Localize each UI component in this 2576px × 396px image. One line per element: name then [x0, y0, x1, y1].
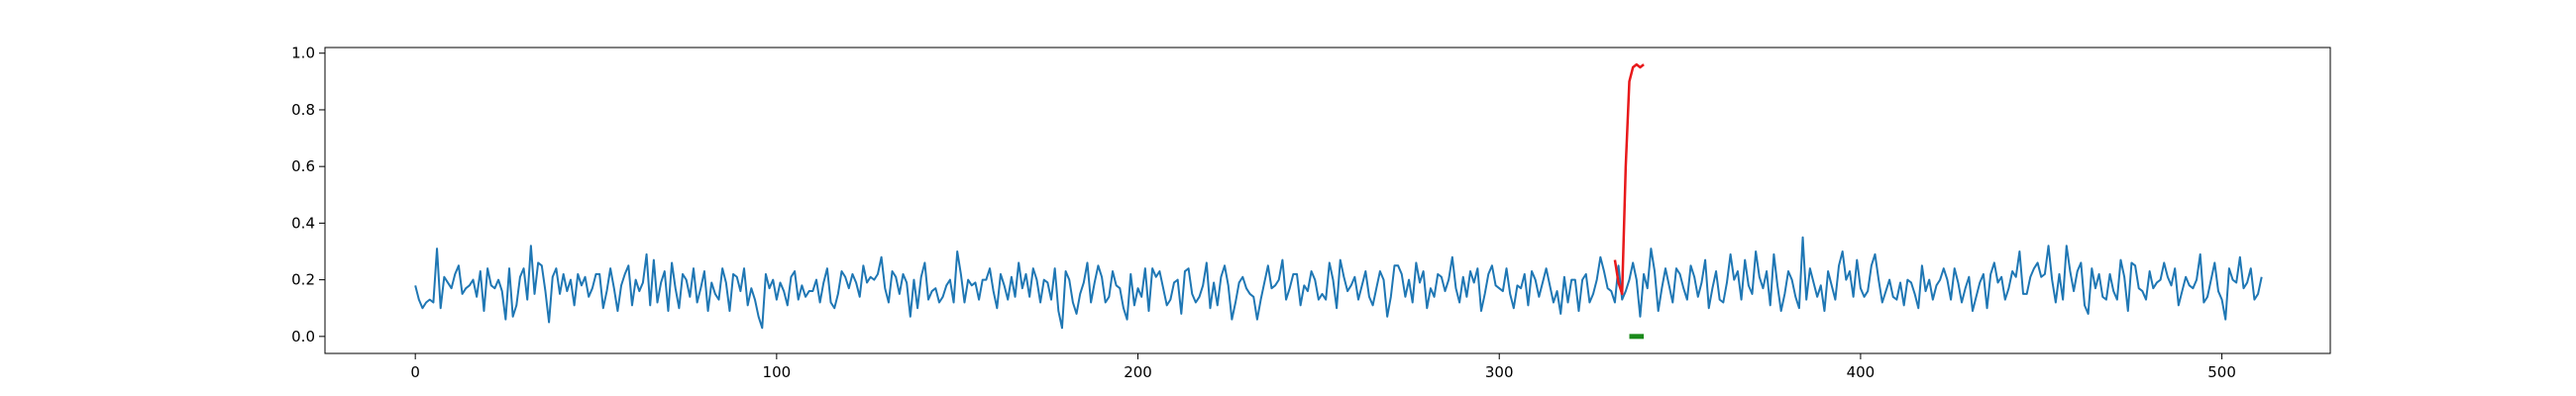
y-tick-label: 0.6 [291, 157, 315, 175]
series-line-0 [414, 236, 2263, 330]
x-tick-label: 400 [1847, 363, 1876, 381]
x-tick-label: 0 [410, 363, 420, 381]
y-axis: 0.0 0.2 0.4 0.6 0.8 1.0 [291, 45, 325, 346]
y-tick-label: 1.0 [291, 45, 315, 62]
x-axis: 0 100 200 300 400 500 [410, 353, 2236, 381]
x-tick-label: 100 [763, 363, 792, 381]
x-tick-label: 200 [1124, 363, 1152, 381]
axes-frame [324, 47, 2331, 354]
y-tick-label: 0.4 [291, 214, 315, 232]
y-tick-label: 0.0 [291, 328, 315, 346]
y-tick-label: 0.2 [291, 271, 315, 289]
x-tick-label: 300 [1485, 363, 1514, 381]
y-tick-label: 0.8 [291, 101, 315, 119]
plot-area [414, 62, 2263, 340]
x-tick-label: 500 [2207, 363, 2236, 381]
anomaly-line [1613, 62, 1645, 296]
